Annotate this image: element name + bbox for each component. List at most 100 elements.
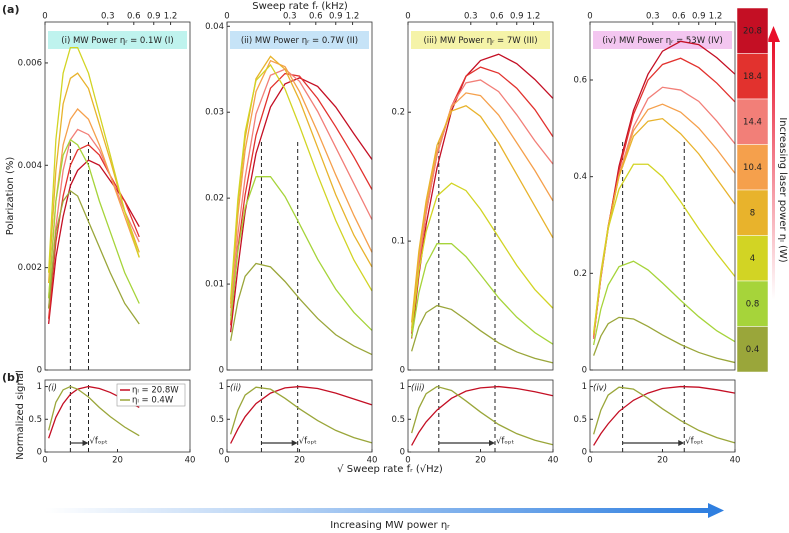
y-tick-label: 0.02	[205, 194, 224, 204]
top-tick-label: 0.6	[127, 12, 141, 22]
plot-area	[227, 380, 372, 452]
colorbar-cell	[736, 53, 769, 100]
y-tick-label: 0.006	[18, 58, 42, 68]
y-tick-label: 0.5	[210, 415, 224, 425]
colorbar-cell	[736, 326, 769, 373]
series-line	[229, 77, 373, 333]
y-tick-label: 1	[219, 382, 224, 392]
top-tick-label: 0.3	[464, 12, 478, 22]
colorbar-label: 8	[750, 208, 755, 218]
laser-arrow	[772, 40, 775, 300]
legend-label: ηₗ = 0.4W	[132, 396, 174, 406]
colorbar-label: 14.4	[743, 117, 762, 127]
series-line	[411, 385, 554, 446]
opt-label: √fₒₚₜ	[90, 437, 108, 447]
top-tick-label: 0	[587, 12, 592, 22]
colorbar-cell	[736, 144, 769, 191]
y-axis-label: Polarization (%)	[5, 157, 16, 236]
colorbar-label: 0.8	[746, 299, 760, 309]
x-tick-label: 20	[112, 456, 123, 466]
y-tick-label: 1	[400, 382, 405, 392]
panel-label: (iv)	[593, 384, 607, 394]
top-tick-label: 0	[224, 12, 229, 22]
y-tick-label: 0.5	[573, 415, 587, 425]
series-line	[593, 385, 736, 446]
panel-label: (iii)	[411, 384, 425, 394]
top-tick-label: 1.2	[709, 12, 723, 22]
plot-frame	[589, 21, 736, 371]
title-box	[411, 31, 550, 49]
opt-arrow-head	[82, 440, 89, 446]
top-tick-label: 0.6	[309, 12, 323, 22]
series-line	[411, 385, 554, 446]
series-line	[229, 59, 373, 309]
series-line	[47, 189, 140, 325]
colorbar-cell	[736, 98, 769, 145]
panel-title: (i) MW Power ηᵣ = 0.1W (I)	[61, 36, 173, 46]
y-tick-label: 0	[400, 366, 405, 376]
series-line	[47, 46, 140, 273]
plot-area	[590, 380, 735, 452]
top-tick-label: 0.9	[329, 12, 343, 22]
colorbar-label: 4	[750, 254, 755, 264]
y-tick-label: 1	[582, 382, 587, 392]
y-tick-label: 0.5	[28, 415, 42, 425]
y-tick-label: 0	[219, 448, 224, 458]
panel-label: (ii)	[230, 384, 241, 394]
colorbar-label: 0.4	[746, 345, 760, 355]
y-tick-label: 0.004	[18, 161, 42, 171]
top-axis-label: Sweep rate fᵣ (kHz)	[252, 1, 348, 12]
series-line	[592, 163, 736, 333]
series-line	[230, 386, 373, 444]
series-line	[593, 386, 736, 444]
colorbar-cell	[736, 280, 769, 327]
legend-box	[116, 383, 186, 407]
panel-label: (i)	[48, 384, 57, 394]
opt-arrow-head	[291, 440, 298, 446]
plot-area	[227, 22, 372, 370]
x-tick-label: 0	[587, 456, 592, 466]
x-tick-label: 0	[42, 456, 47, 466]
y-tick-label: 0.6	[573, 76, 587, 86]
top-tick-label: 0.6	[490, 12, 504, 22]
series-line	[410, 105, 554, 323]
top-tick-label: 0.9	[147, 12, 161, 22]
plot-frame	[226, 21, 373, 371]
mw-arrow-head	[708, 503, 724, 518]
colorbar-label: 18.4	[743, 72, 762, 82]
colorbar-cell	[736, 7, 769, 54]
x-tick-label: 20	[657, 456, 668, 466]
series-line	[47, 128, 140, 309]
plot-frame	[407, 21, 554, 371]
x-tick-label: 40	[730, 456, 741, 466]
colorbar-cell	[736, 235, 769, 282]
series-line	[47, 108, 140, 299]
series-line	[47, 159, 140, 325]
x-tick-label: 40	[185, 456, 196, 466]
series-line	[593, 316, 736, 364]
panel-b-label: (b)	[2, 371, 20, 384]
series-line	[230, 385, 373, 444]
y-tick-label: 0.03	[205, 108, 224, 118]
y-tick-label: 0	[219, 366, 224, 376]
x-tick-label: 20	[475, 456, 486, 466]
y-tick-label: 0	[582, 366, 587, 376]
colorbar-cell	[736, 189, 769, 236]
y-tick-label: 0	[400, 448, 405, 458]
x-tick-label: 40	[548, 456, 559, 466]
mw-arrow-label: Increasing MW power ηᵣ	[330, 520, 450, 531]
series-line	[48, 385, 140, 437]
colorbar-label: 10.4	[743, 163, 762, 173]
x-tick-label: 0	[224, 456, 229, 466]
series-line	[410, 243, 554, 345]
laser-arrow-head	[767, 26, 780, 42]
top-tick-label: 1.2	[346, 12, 360, 22]
series-line	[411, 304, 554, 364]
y-tick-label: 1	[37, 382, 42, 392]
series-line	[410, 92, 554, 329]
panel-title: (ii) MW Power ηᵣ = 0.7W (II)	[241, 36, 358, 46]
colorbar-label: 20.8	[743, 26, 762, 36]
series-line	[229, 63, 373, 300]
top-tick-label: 1.2	[164, 12, 178, 22]
